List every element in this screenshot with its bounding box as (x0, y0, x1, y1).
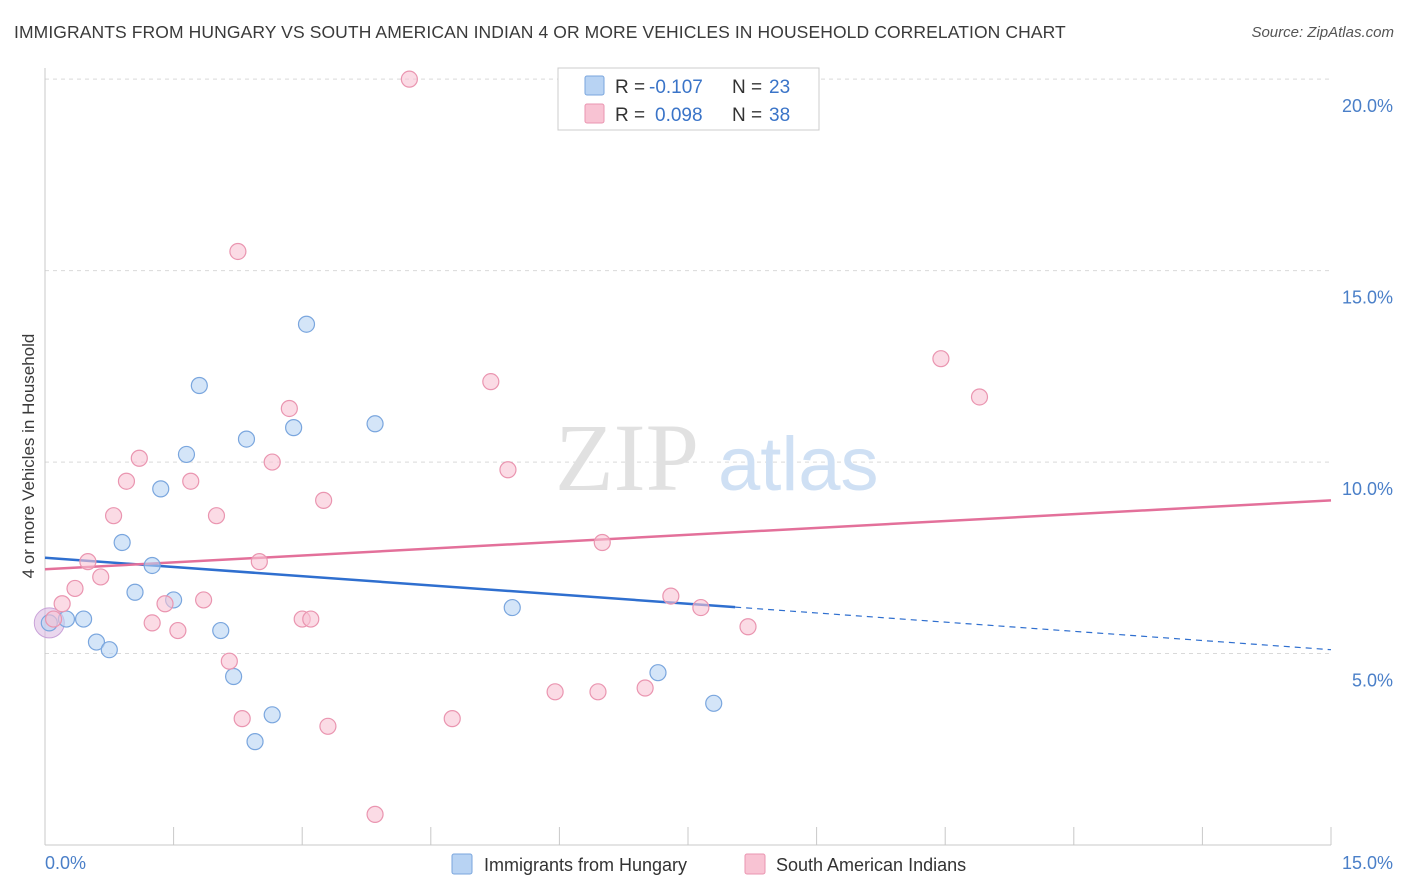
legend-r-label-2: R = (615, 105, 645, 126)
point-south-american-indians (92, 568, 110, 586)
point-south-american-indians (66, 579, 84, 598)
point-south-american-indians (195, 591, 213, 609)
legend-n-label-1: N = (732, 77, 762, 98)
point-south-american-indians (662, 587, 680, 605)
point-hungary (297, 315, 316, 333)
legend-r-value-1: -0.107 (649, 77, 703, 98)
point-south-american-indians (692, 598, 710, 617)
point-hungary (705, 694, 723, 712)
point-hungary (649, 664, 667, 682)
point-south-american-indians (482, 373, 500, 391)
point-south-american-indians (220, 652, 238, 670)
point-south-american-indians (263, 453, 281, 471)
point-south-american-indians (207, 507, 226, 525)
point-hungary (246, 733, 264, 751)
point-south-american-indians (589, 683, 607, 701)
point-hungary (263, 706, 281, 724)
legend-n-value-1: 23 (769, 77, 790, 98)
point-hungary (74, 610, 93, 628)
point-south-american-indians (302, 610, 320, 628)
point-south-american-indians (79, 553, 97, 571)
y-tick-labels: 5.0% 10.0% 15.0% 20.0% (1342, 96, 1393, 690)
source-credit: Source: ZipAtlas.com (1251, 24, 1394, 41)
x-tick-label: 0.0% (45, 853, 86, 873)
point-hungary (177, 445, 196, 464)
watermark-zip: ZIP (555, 404, 699, 511)
y-tick-label: 15.0% (1342, 288, 1393, 308)
point-south-american-indians (499, 461, 517, 479)
series-legend: Immigrants from Hungary South American I… (451, 853, 966, 875)
legend-swatch-south-american-indians (584, 103, 605, 124)
y-tick-label: 10.0% (1342, 479, 1393, 499)
point-south-american-indians (250, 553, 268, 571)
point-south-american-indians (739, 618, 757, 636)
point-south-american-indians (315, 491, 333, 509)
y-axis-label: 4 or more Vehicles in Household (19, 334, 38, 579)
point-hungary (503, 598, 521, 617)
y-tick-label: 5.0% (1352, 671, 1393, 691)
chart-title: IMMIGRANTS FROM HUNGARY VS SOUTH AMERICA… (14, 22, 1066, 42)
legend-n-value-2: 38 (769, 105, 790, 126)
point-hungary (113, 533, 131, 552)
point-south-american-indians (593, 533, 611, 552)
point-south-american-indians (366, 805, 384, 823)
point-hungary (126, 583, 144, 601)
stats-legend: R = -0.107 N = 23 R = 0.098 N = 38 (557, 67, 820, 131)
point-hungary (100, 641, 118, 659)
point-south-american-indians (169, 621, 187, 640)
x-tick-label: 15.0% (1342, 853, 1393, 873)
legend-swatch-hungary (584, 75, 605, 96)
y-tick-label: 20.0% (1342, 96, 1393, 116)
point-south-american-indians (143, 614, 161, 632)
point-hungary (190, 376, 208, 395)
point-hungary (366, 415, 384, 433)
data-points (33, 70, 989, 823)
point-hungary (152, 480, 170, 498)
bottom-legend-label-hungary: Immigrants from Hungary (484, 855, 687, 875)
point-south-american-indians (53, 595, 71, 613)
point-south-american-indians (636, 679, 654, 697)
point-hungary (212, 621, 230, 640)
point-south-american-indians (319, 717, 337, 735)
bottom-legend-label-south-american-indians: South American Indians (776, 855, 966, 875)
axes (44, 68, 1332, 846)
point-south-american-indians (104, 507, 123, 525)
legend-n-label-2: N = (732, 105, 762, 126)
watermark-atlas: atlas (718, 422, 879, 507)
point-south-american-indians (182, 472, 200, 490)
gridlines (45, 78, 1331, 655)
point-south-american-indians (156, 595, 174, 613)
bottom-legend-swatch-hungary (451, 853, 473, 875)
legend-r-value-2: 0.098 (655, 105, 703, 126)
trend-lines (44, 499, 1332, 651)
point-south-american-indians (117, 472, 136, 490)
point-south-american-indians (400, 70, 418, 88)
point-south-american-indians (280, 399, 298, 418)
watermark: ZIP atlas (555, 404, 879, 511)
trend-line-hungary-extension (735, 606, 1332, 651)
point-south-american-indians (233, 710, 251, 728)
point-south-american-indians (970, 388, 989, 406)
point-south-american-indians (932, 350, 950, 368)
bottom-legend-swatch-south-american-indians (744, 853, 766, 875)
point-hungary (237, 430, 256, 448)
point-south-american-indians (229, 242, 247, 261)
point-hungary (143, 556, 161, 575)
point-south-american-indians (443, 710, 461, 728)
point-hungary (87, 633, 106, 651)
point-hungary (285, 419, 303, 437)
point-south-american-indians (44, 610, 63, 628)
x-tick-labels: 0.0% 15.0% (45, 853, 1393, 873)
point-south-american-indians (130, 449, 148, 467)
point-hungary (225, 667, 243, 686)
point-south-american-indians (546, 683, 564, 701)
legend-r-label-1: R = (615, 77, 645, 98)
